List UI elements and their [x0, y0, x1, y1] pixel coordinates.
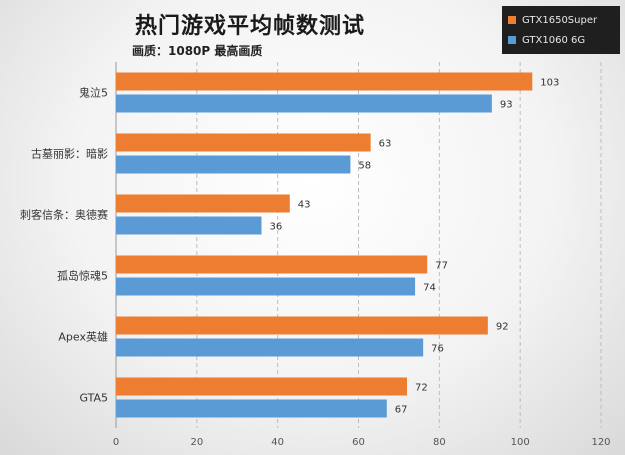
- legend-swatch-series-1: [508, 36, 516, 44]
- x-tick-label-20: 20: [190, 437, 203, 448]
- value-label-series-0-cat-5: 72: [415, 383, 428, 394]
- bar-series-0-cat-2: [116, 194, 290, 213]
- value-label-series-1-cat-3: 74: [423, 283, 436, 294]
- x-tick-label-120: 120: [591, 437, 610, 448]
- bar-series-1-cat-3: [116, 277, 416, 296]
- legend-item-series-0: GTX1650Super: [508, 10, 614, 30]
- value-label-series-0-cat-0: 103: [540, 78, 559, 89]
- value-label-series-1-cat-1: 58: [358, 161, 371, 172]
- category-label-5: GTA5: [79, 392, 108, 405]
- value-label-series-0-cat-2: 43: [298, 200, 311, 211]
- bar-series-1-cat-2: [116, 216, 262, 235]
- bar-series-1-cat-1: [116, 155, 351, 174]
- value-label-series-0-cat-4: 92: [496, 322, 509, 333]
- value-label-series-0-cat-3: 77: [435, 261, 448, 272]
- category-label-1: 古墓丽影：暗影: [31, 147, 108, 161]
- bar-series-0-cat-3: [116, 255, 428, 274]
- category-label-2: 刺客信条：奥德赛: [20, 208, 108, 222]
- bar-series-1-cat-4: [116, 338, 424, 357]
- value-label-series-0-cat-1: 63: [379, 139, 392, 150]
- chart-title: 热门游戏平均帧数测试: [134, 14, 365, 39]
- bars-layer: [116, 72, 533, 418]
- bar-series-0-cat-5: [116, 377, 407, 396]
- grid-layer: [115, 62, 602, 428]
- bar-series-0-cat-1: [116, 133, 371, 152]
- value-label-series-1-cat-0: 93: [500, 100, 513, 111]
- value-label-series-1-cat-4: 76: [431, 344, 444, 355]
- value-label-series-1-cat-2: 36: [270, 222, 283, 233]
- x-tick-label-40: 40: [271, 437, 284, 448]
- x-tick-label-60: 60: [352, 437, 365, 448]
- legend-swatch-series-0: [508, 16, 516, 24]
- legend: GTX1650Super GTX1060 6G: [502, 6, 620, 54]
- bar-series-0-cat-0: [116, 72, 533, 91]
- bar-series-1-cat-5: [116, 399, 387, 418]
- labels-layer: 0 20 40 60 80 100 120 鬼泣5 103 93 古墓丽影：暗影 63 58 刺客信条：奥…: [20, 78, 611, 449]
- bar-series-1-cat-0: [116, 94, 492, 113]
- chart-subtitle: 画质：1080P 最高画质: [132, 44, 263, 58]
- bar-series-0-cat-4: [116, 316, 488, 335]
- legend-label-series-0: GTX1650Super: [522, 14, 598, 26]
- category-label-4: Apex英雄: [58, 330, 108, 344]
- category-label-0: 鬼泣5: [79, 86, 108, 100]
- category-label-3: 孤岛惊魂5: [57, 269, 108, 283]
- legend-item-series-1: GTX1060 6G: [508, 30, 614, 50]
- x-tick-label-100: 100: [511, 437, 530, 448]
- value-label-series-1-cat-5: 67: [395, 405, 408, 416]
- legend-label-series-1: GTX1060 6G: [522, 34, 586, 46]
- x-tick-label-80: 80: [433, 437, 446, 448]
- x-tick-label-0: 0: [113, 437, 119, 448]
